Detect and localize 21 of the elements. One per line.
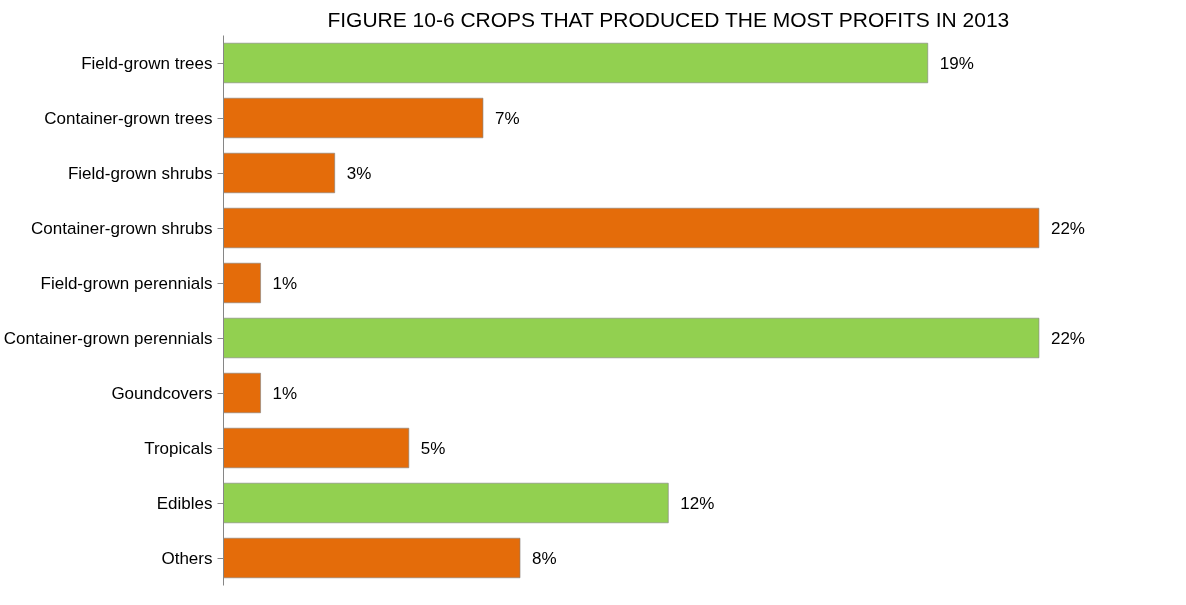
y-tick-label: Tropicals <box>144 438 213 458</box>
data-label: 5% <box>420 438 446 458</box>
y-tick-label: Field-grown perennials <box>40 273 213 293</box>
data-label: 7% <box>494 108 520 128</box>
data-label: 22% <box>1050 218 1085 238</box>
y-tick-label: Container-grown perennials <box>3 328 213 348</box>
y-tick-label: Edibles <box>156 493 213 513</box>
y-tick-label: Container-grown trees <box>44 108 213 128</box>
data-label: 19% <box>939 53 974 73</box>
data-label: 8% <box>532 548 557 568</box>
y-tick-label: Field-grown trees <box>81 53 213 73</box>
y-tick-label: Others <box>161 548 213 568</box>
data-label: 3% <box>346 163 372 183</box>
data-label: 1% <box>272 383 298 403</box>
y-tick-label: Container-grown shrubs <box>31 218 213 238</box>
chart-title: FIGURE 10-6 CROPS THAT PRODUCED THE MOST PROFITS IN 2013 <box>327 7 1010 31</box>
y-tick-label: Goundcovers <box>111 383 213 403</box>
data-label: 22% <box>1050 328 1085 348</box>
y-tick-label: Field-grown shrubs <box>67 163 213 183</box>
data-label: 1% <box>272 273 298 293</box>
data-label: 12% <box>680 493 715 513</box>
